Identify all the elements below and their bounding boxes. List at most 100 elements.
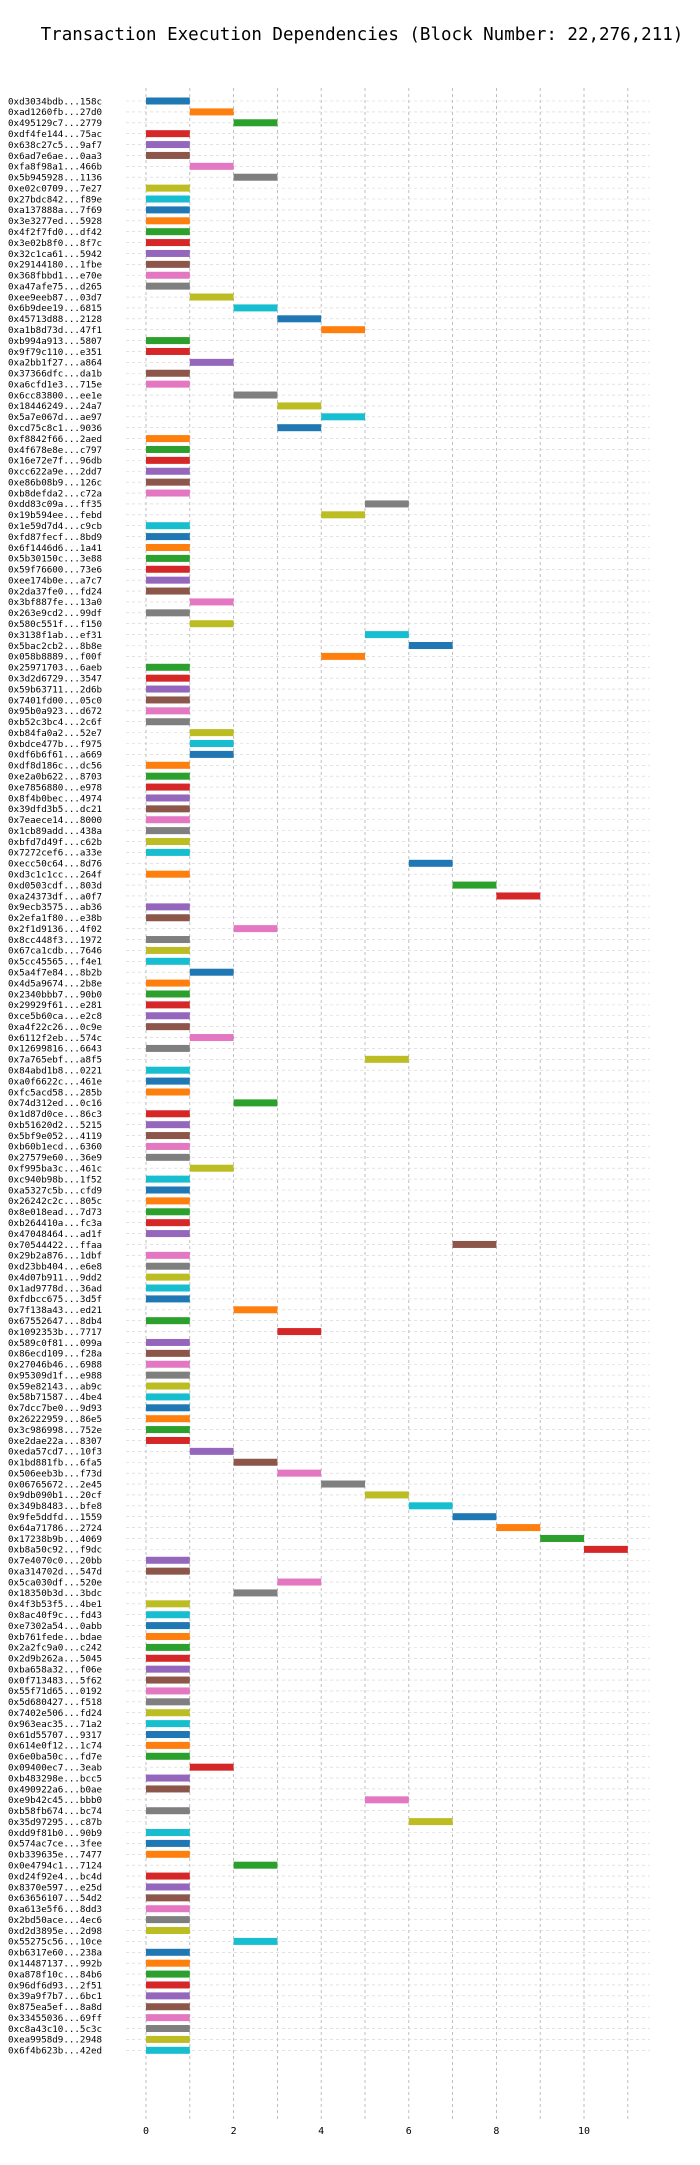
transaction-bar — [146, 1066, 190, 1074]
transaction-label: 0x8370e597...e25d — [8, 1882, 102, 1893]
transaction-bar — [146, 1230, 190, 1238]
transaction-bar — [146, 1142, 190, 1150]
transaction-bar — [146, 282, 190, 290]
transaction-label: 0x64a71786...2724 — [8, 1523, 103, 1534]
transaction-label: 0xa5327c5b...cfd9 — [8, 1185, 102, 1196]
transaction-label: 0x495129c7...2779 — [8, 118, 102, 129]
transaction-label: 0x84abd1b8...0221 — [8, 1066, 102, 1077]
transaction-label: 0x39a9f7b7...6bc1 — [8, 1991, 102, 2002]
transaction-label: 0xfc5acd58...285b — [8, 1087, 102, 1098]
transaction-label: 0x96df6d93...2f51 — [8, 1980, 102, 1991]
transaction-bar — [365, 631, 409, 639]
transaction-label: 0x7f138a43...ed21 — [8, 1305, 102, 1316]
transaction-bar — [146, 1023, 190, 1031]
transaction-bar — [146, 249, 190, 257]
transaction-label: 0xecc50c64...8d76 — [8, 859, 102, 870]
transaction-bar — [146, 1850, 190, 1858]
transaction-label: 0xbfd7d49f...c62b — [8, 837, 102, 848]
transaction-bar — [277, 315, 322, 323]
transaction-bar — [146, 1567, 190, 1575]
transaction-bar — [233, 1861, 278, 1869]
transaction-bar — [146, 1219, 190, 1227]
transaction-label: 0x70544422...ffaa — [8, 1240, 102, 1251]
transaction-bar — [146, 1665, 190, 1673]
transaction-bar — [146, 1556, 190, 1564]
transaction-label: 0xb52c3bc4...2c6f — [8, 717, 102, 728]
transaction-bar — [146, 1741, 190, 1749]
transaction-label: 0x2a2fc9a0...c242 — [8, 1643, 102, 1654]
transaction-label: 0xea9958d9...2948 — [8, 2035, 102, 2046]
transaction-label: 0x19b594ee...febd — [8, 510, 102, 521]
transaction-label: 0xdf6b6f61...a669 — [8, 750, 102, 761]
transaction-bar — [189, 358, 234, 366]
transaction-bar — [233, 925, 278, 933]
transaction-bar — [146, 1175, 190, 1183]
transaction-bar — [365, 1055, 409, 1063]
transaction-label: 0x2da37fe0...fd24 — [8, 586, 103, 597]
transaction-bar — [146, 1436, 190, 1444]
transaction-label: 0x33455036...69ff — [8, 2013, 102, 2024]
transaction-label: 0x06765672...2e45 — [8, 1479, 102, 1490]
transaction-bar — [146, 478, 190, 486]
transaction-bar — [233, 1589, 278, 1597]
transaction-bar — [189, 108, 234, 116]
transaction-label: 0xb84fa0a2...52e7 — [8, 728, 102, 739]
transaction-bar — [146, 576, 190, 584]
transaction-bar — [146, 718, 190, 726]
transaction-label: 0x67ca1cdb...7646 — [8, 946, 102, 957]
transaction-label: 0x95309d1f...e988 — [8, 1370, 102, 1381]
transaction-label: 0x86ecd109...f28a — [8, 1349, 102, 1360]
transaction-label: 0xfd87fecf...8bd9 — [8, 532, 102, 543]
transaction-bar — [146, 1360, 190, 1368]
transaction-bar — [233, 1458, 278, 1466]
transaction-bar — [146, 1916, 190, 1924]
transaction-bar — [146, 979, 190, 987]
transaction-bar — [146, 533, 190, 541]
transaction-label: 0x16e72e7f...96db — [8, 456, 102, 467]
transaction-bar — [408, 642, 453, 649]
transaction-bar — [540, 1534, 584, 1542]
transaction-bar — [277, 424, 322, 432]
transaction-label: 0x7402e506...fd24 — [8, 1708, 103, 1719]
transaction-bar — [146, 467, 190, 475]
transaction-label: 0x6f4b623b...42ed — [8, 2046, 102, 2057]
transaction-label: 0xdd83c09a...ff35 — [8, 499, 102, 510]
transaction-bar — [146, 1426, 190, 1434]
transaction-label: 0xcc622a9e...2dd7 — [8, 467, 102, 478]
transaction-label: 0x3d2d6729...3547 — [8, 673, 102, 684]
transaction-bar — [146, 761, 190, 769]
transaction-bar — [146, 1273, 190, 1281]
transaction-label: 0x4f2f7fd0...df42 — [8, 227, 102, 238]
x-tick-label: 10 — [578, 2126, 590, 2137]
transaction-label: 0xe2a0b622...8703 — [8, 771, 102, 782]
transaction-label: 0x27579e60...36e9 — [8, 1153, 102, 1164]
transaction-bar — [146, 217, 190, 225]
transaction-bar — [233, 119, 278, 127]
transaction-bar — [189, 1763, 234, 1771]
transaction-label: 0x8e018ead...7d73 — [8, 1207, 102, 1218]
transaction-bar — [277, 1328, 322, 1336]
transaction-bar — [146, 1349, 190, 1357]
transaction-label: 0x55f71d65...0192 — [8, 1686, 102, 1697]
transaction-bar — [146, 456, 190, 464]
transaction-label: 0x3138f1ab...ef31 — [8, 630, 102, 641]
transaction-label: 0x8ac40f9c...fd43 — [8, 1610, 102, 1621]
transaction-bar — [146, 936, 190, 944]
transaction-label: 0x5ca030df...520e — [8, 1577, 102, 1588]
transaction-label: 0x3c986998...752e — [8, 1425, 102, 1436]
transaction-bar — [146, 674, 190, 682]
transaction-label: 0xfa8f98a1...466b — [8, 162, 102, 173]
transaction-label: 0xb761fede...bdae — [8, 1632, 102, 1643]
transaction-bar — [233, 391, 278, 399]
transaction-label: 0xc940b98b...1f52 — [8, 1174, 102, 1185]
transaction-label: 0x9ecb3575...ab36 — [8, 902, 102, 913]
x-tick-label: 0 — [143, 2126, 149, 2137]
transaction-label: 0x3e02b8f0...8f7c — [8, 238, 102, 249]
transaction-bar — [146, 1600, 190, 1608]
transaction-bar — [146, 1251, 190, 1259]
transaction-bar — [146, 1927, 190, 1935]
transaction-label: 0xa2bb1f27...a864 — [8, 358, 103, 369]
transaction-label: 0xb58fb674...bc74 — [8, 1806, 103, 1817]
transaction-label: 0xba658a32...f06e — [8, 1664, 102, 1675]
